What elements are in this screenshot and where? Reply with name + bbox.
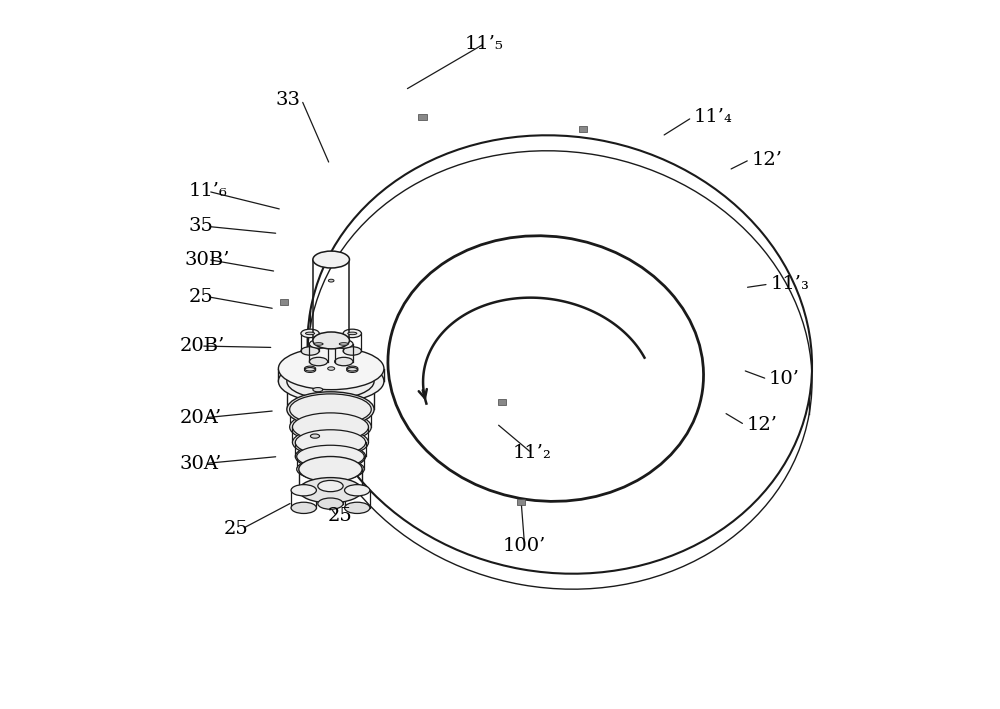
Ellipse shape	[278, 347, 384, 390]
Polygon shape	[579, 126, 587, 133]
Ellipse shape	[292, 413, 368, 441]
Polygon shape	[517, 499, 525, 505]
Ellipse shape	[309, 357, 328, 366]
Ellipse shape	[301, 329, 319, 337]
Ellipse shape	[328, 367, 335, 370]
Ellipse shape	[309, 340, 328, 348]
Ellipse shape	[301, 347, 319, 355]
Ellipse shape	[290, 394, 371, 425]
Text: 25: 25	[224, 520, 249, 538]
Text: 12’: 12’	[752, 150, 783, 169]
Ellipse shape	[292, 428, 368, 457]
Ellipse shape	[339, 342, 348, 345]
Polygon shape	[498, 399, 506, 406]
Text: 20A’: 20A’	[180, 409, 222, 427]
Text: 25: 25	[327, 508, 352, 525]
Ellipse shape	[291, 502, 316, 513]
Text: 30A’: 30A’	[180, 454, 222, 472]
Ellipse shape	[348, 332, 357, 335]
Ellipse shape	[299, 457, 362, 482]
Ellipse shape	[297, 458, 364, 481]
Ellipse shape	[287, 392, 374, 427]
Text: 11’₂: 11’₂	[512, 444, 551, 462]
Ellipse shape	[313, 332, 349, 349]
Ellipse shape	[313, 388, 323, 392]
Text: 35: 35	[188, 218, 213, 235]
Text: 30B’: 30B’	[184, 250, 230, 269]
Ellipse shape	[290, 411, 371, 442]
Ellipse shape	[347, 366, 358, 371]
Ellipse shape	[314, 342, 323, 345]
Ellipse shape	[343, 347, 361, 355]
Polygon shape	[418, 114, 427, 120]
Ellipse shape	[345, 502, 370, 513]
Ellipse shape	[335, 357, 353, 366]
Ellipse shape	[328, 279, 334, 282]
Ellipse shape	[304, 366, 316, 371]
Text: 11’₅: 11’₅	[465, 35, 504, 52]
Ellipse shape	[299, 478, 362, 503]
Text: 25: 25	[188, 288, 213, 306]
Ellipse shape	[295, 444, 366, 469]
Ellipse shape	[313, 251, 349, 268]
Ellipse shape	[291, 485, 316, 496]
Ellipse shape	[335, 340, 353, 348]
Ellipse shape	[278, 360, 384, 402]
Ellipse shape	[345, 485, 370, 496]
Polygon shape	[280, 298, 288, 305]
Text: 20B’: 20B’	[180, 337, 225, 355]
Ellipse shape	[318, 498, 343, 509]
Text: 11’₆: 11’₆	[188, 182, 227, 201]
Ellipse shape	[310, 434, 320, 438]
Ellipse shape	[295, 430, 366, 455]
Ellipse shape	[287, 364, 374, 399]
Text: 11’₃: 11’₃	[771, 275, 810, 293]
Ellipse shape	[343, 329, 361, 337]
Text: 100’: 100’	[503, 537, 546, 555]
Ellipse shape	[305, 332, 315, 335]
Ellipse shape	[297, 445, 364, 468]
Text: 12’: 12’	[746, 416, 777, 434]
Text: 11’₄: 11’₄	[693, 108, 732, 126]
Ellipse shape	[318, 481, 343, 491]
Text: 33: 33	[275, 91, 300, 109]
Text: 10’: 10’	[769, 370, 800, 388]
